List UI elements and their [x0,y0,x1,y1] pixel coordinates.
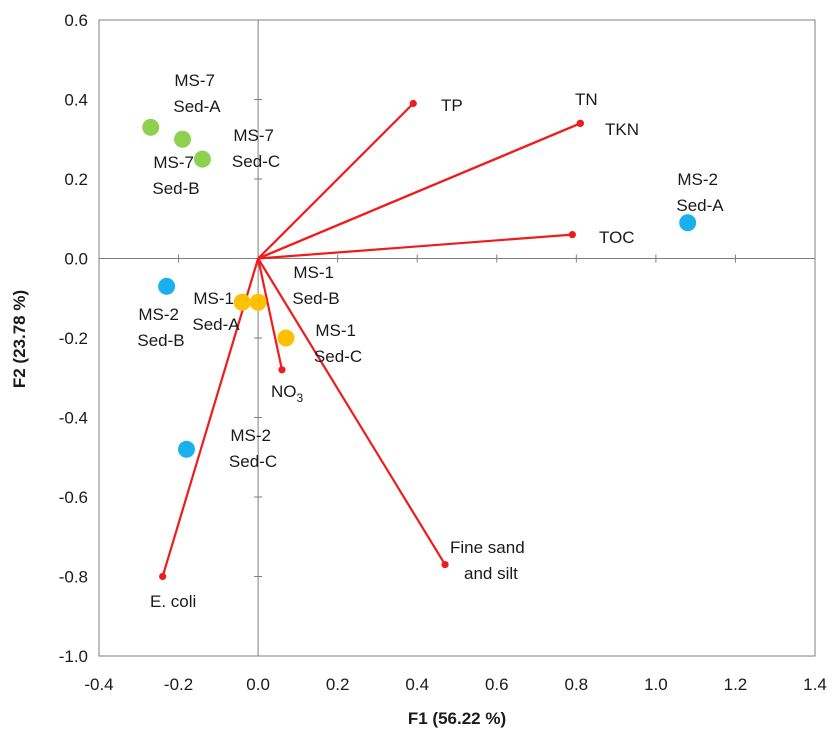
x-tick-label: 0.4 [405,675,429,694]
var-label-e-coli: E. coli [150,592,196,611]
observation-point [249,293,267,311]
variable-vector [258,233,573,260]
y-tick-label: -0.2 [59,329,88,348]
y-tick-label: 0.6 [64,11,88,30]
y-tick-label: -0.8 [59,568,88,587]
variable-vector-tip [278,366,286,374]
x-tick-label: 1.0 [644,675,668,694]
observation-point [277,329,295,347]
x-tick-label: 0.8 [565,675,589,694]
plot-area-border [98,19,816,657]
x-tick-label: 1.2 [724,675,748,694]
x-axis-ticks: -0.4 -0.2 0.0 0.2 0.4 0.6 0.8 1.0 1.2 1.4 [84,254,827,694]
observation-point [193,150,211,168]
var-label-toc: TOC [599,228,635,247]
y-tick-label: 0.0 [64,250,88,269]
y-tick-label: 0.4 [64,91,88,110]
var-label-tn: TN [575,90,598,109]
x-tick-label: 0.0 [246,675,270,694]
obs-label-ms2-sed-a: MS-2 Sed-A [676,170,724,215]
variable-vector [257,258,284,371]
obs-label-ms2-sed-b: MS-2 Sed-B [137,305,184,350]
x-tick-label: -0.4 [84,675,113,694]
obs-label-ms2-sed-c: MS-2 Sed-C [229,426,277,471]
x-tick-label: 0.2 [326,675,350,694]
variable-vector [257,257,447,566]
y-tick-label: -0.6 [59,488,88,507]
x-tick-label: 1.4 [803,675,827,694]
obs-label-ms7-sed-c: MS-7 Sed-C [232,126,280,171]
variable-vector-tip [576,119,584,127]
variable-vector [161,258,260,577]
var-label-no3: NO3 [271,382,304,405]
variable-vector-tip [409,99,417,108]
variable-vector [257,102,415,260]
observation-point [178,440,196,458]
observation-point [158,277,176,295]
obs-label-ms1-sed-a: MS-1 Sed-A [192,289,240,334]
plot-frame [98,19,816,657]
observation-points [142,118,697,458]
y-tick-label: 0.2 [64,170,88,189]
observation-point [679,214,697,232]
obs-label-ms1-sed-b: MS-1 Sed-B [292,263,339,308]
labels: MS-7 Sed-A MS-7 Sed-B MS-7 Sed-C MS-2 Se… [137,71,724,611]
x-tick-label: -0.2 [164,675,193,694]
variable-vector-tip [441,560,449,569]
obs-label-ms1-sed-c: MS-1 Sed-C [314,321,362,366]
variable-vectors [159,99,584,581]
observation-point [233,293,251,311]
obs-label-ms7-sed-b: MS-7 Sed-B [152,153,199,198]
variable-vector-tip [159,572,167,581]
observation-point [142,118,160,136]
x-axis-title: F1 (56.22 %) [408,709,506,728]
y-axis-ticks: 0.6 0.4 0.2 0.0 -0.2 -0.4 -0.6 -0.8 -1.0 [59,11,263,666]
variable-vector [257,122,581,260]
y-axis-title: F2 (23.78 %) [10,290,29,388]
obs-label-ms7-sed-a: MS-7 Sed-A [173,71,221,116]
y-tick-label: -1.0 [59,647,88,666]
var-label-fine-sand-silt: Fine sand and silt [450,538,529,583]
var-label-tkn: TKN [605,120,639,139]
x-tick-label: 0.6 [485,675,509,694]
observation-point [174,130,192,148]
y-tick-label: -0.4 [59,409,88,428]
no3-subscript: 3 [297,391,304,405]
variable-vector-tip [568,231,576,239]
var-label-tp: TP [441,96,463,115]
